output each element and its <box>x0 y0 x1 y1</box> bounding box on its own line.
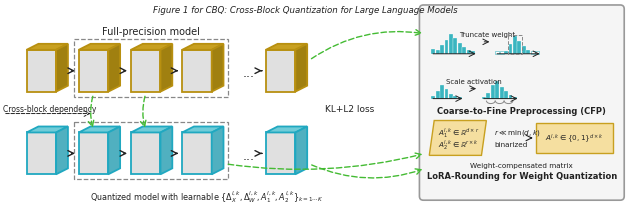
Bar <box>467 50 470 55</box>
Text: Weight-compensated matrix: Weight-compensated matrix <box>470 163 573 169</box>
Bar <box>513 97 517 99</box>
Polygon shape <box>27 50 56 92</box>
Bar <box>449 35 453 55</box>
FancyBboxPatch shape <box>419 6 624 200</box>
Text: $r \ll \min(d, k)$: $r \ll \min(d, k)$ <box>494 128 541 138</box>
Text: $A_1^{l,k} \in \mathbb{R}^{d\times r}$: $A_1^{l,k} \in \mathbb{R}^{d\times r}$ <box>438 126 479 140</box>
Bar <box>522 47 526 55</box>
Polygon shape <box>182 45 223 50</box>
Bar <box>74 40 228 97</box>
Text: Scale activation: Scale activation <box>446 78 502 84</box>
Polygon shape <box>131 133 161 174</box>
Bar <box>436 50 440 55</box>
Polygon shape <box>212 127 223 174</box>
Text: ...: ... <box>243 67 255 80</box>
Text: Figure 1 for CBQ: Cross-Block Quantization for Large Language Models: Figure 1 for CBQ: Cross-Block Quantizati… <box>153 6 458 15</box>
Polygon shape <box>131 50 161 92</box>
Bar <box>440 46 444 55</box>
Polygon shape <box>182 50 212 92</box>
Text: Full-precision model: Full-precision model <box>102 27 200 37</box>
Polygon shape <box>56 45 68 92</box>
Polygon shape <box>296 127 307 174</box>
Bar <box>504 52 508 55</box>
Text: KL+L2 loss: KL+L2 loss <box>325 105 374 114</box>
Text: ...: ... <box>243 149 255 162</box>
Bar <box>471 52 475 55</box>
Bar <box>513 37 517 55</box>
Bar <box>449 94 453 99</box>
Polygon shape <box>27 45 68 50</box>
Polygon shape <box>131 127 172 133</box>
Polygon shape <box>79 133 108 174</box>
Polygon shape <box>212 45 223 92</box>
Polygon shape <box>266 50 296 92</box>
Polygon shape <box>108 45 120 92</box>
Text: Quantized model with learnable $\{\Delta_X^{l,k}, \Delta_W^{l,k}, A_1^{l,k}, A_2: Quantized model with learnable $\{\Delta… <box>90 188 324 204</box>
Bar <box>453 96 458 99</box>
Polygon shape <box>161 45 172 92</box>
Text: LoRA-Rounding for Weight Quantization: LoRA-Rounding for Weight Quantization <box>427 171 617 180</box>
Bar <box>462 48 466 55</box>
Polygon shape <box>182 133 212 174</box>
Text: binarized: binarized <box>494 142 527 148</box>
Bar <box>440 85 444 99</box>
Bar <box>495 52 499 55</box>
Bar <box>486 93 490 99</box>
Polygon shape <box>79 127 120 133</box>
Polygon shape <box>27 127 68 133</box>
Bar <box>500 87 504 99</box>
Polygon shape <box>266 45 307 50</box>
FancyBboxPatch shape <box>536 123 613 154</box>
Text: $A_2^{l,k} \in \mathbb{R}^{r\times k}$: $A_2^{l,k} \in \mathbb{R}^{r\times k}$ <box>438 138 479 151</box>
Text: $A^{l,k} \in \{0,1\}^{d\times k}$: $A^{l,k} \in \{0,1\}^{d\times k}$ <box>545 132 604 145</box>
Bar <box>531 52 534 55</box>
Polygon shape <box>429 121 486 156</box>
Bar <box>436 91 440 99</box>
Bar <box>495 81 499 99</box>
Polygon shape <box>296 45 307 92</box>
Bar <box>431 50 435 55</box>
Bar <box>509 95 513 99</box>
Bar <box>445 89 449 99</box>
Polygon shape <box>182 127 223 133</box>
Bar <box>445 41 449 55</box>
Bar <box>500 52 504 55</box>
Bar <box>458 44 462 55</box>
Polygon shape <box>161 127 172 174</box>
Bar <box>508 36 522 55</box>
Bar <box>526 50 530 55</box>
Bar <box>509 45 513 55</box>
Bar <box>74 122 228 179</box>
Polygon shape <box>131 45 172 50</box>
Bar <box>535 52 539 55</box>
Polygon shape <box>56 127 68 174</box>
Polygon shape <box>108 127 120 174</box>
Polygon shape <box>79 45 120 50</box>
Bar <box>491 85 495 99</box>
Bar <box>482 97 486 99</box>
Polygon shape <box>266 133 296 174</box>
Polygon shape <box>79 50 108 92</box>
Text: Truncate weight: Truncate weight <box>460 32 515 38</box>
Bar <box>458 97 462 99</box>
Text: Cross-block dependency: Cross-block dependency <box>3 105 97 114</box>
Text: Coarse-to-Fine Preprocessing (CFP): Coarse-to-Fine Preprocessing (CFP) <box>437 107 606 116</box>
Polygon shape <box>266 127 307 133</box>
Polygon shape <box>27 133 56 174</box>
Bar <box>504 91 508 99</box>
Bar <box>431 96 435 99</box>
Bar <box>517 42 522 55</box>
Bar <box>453 39 458 55</box>
